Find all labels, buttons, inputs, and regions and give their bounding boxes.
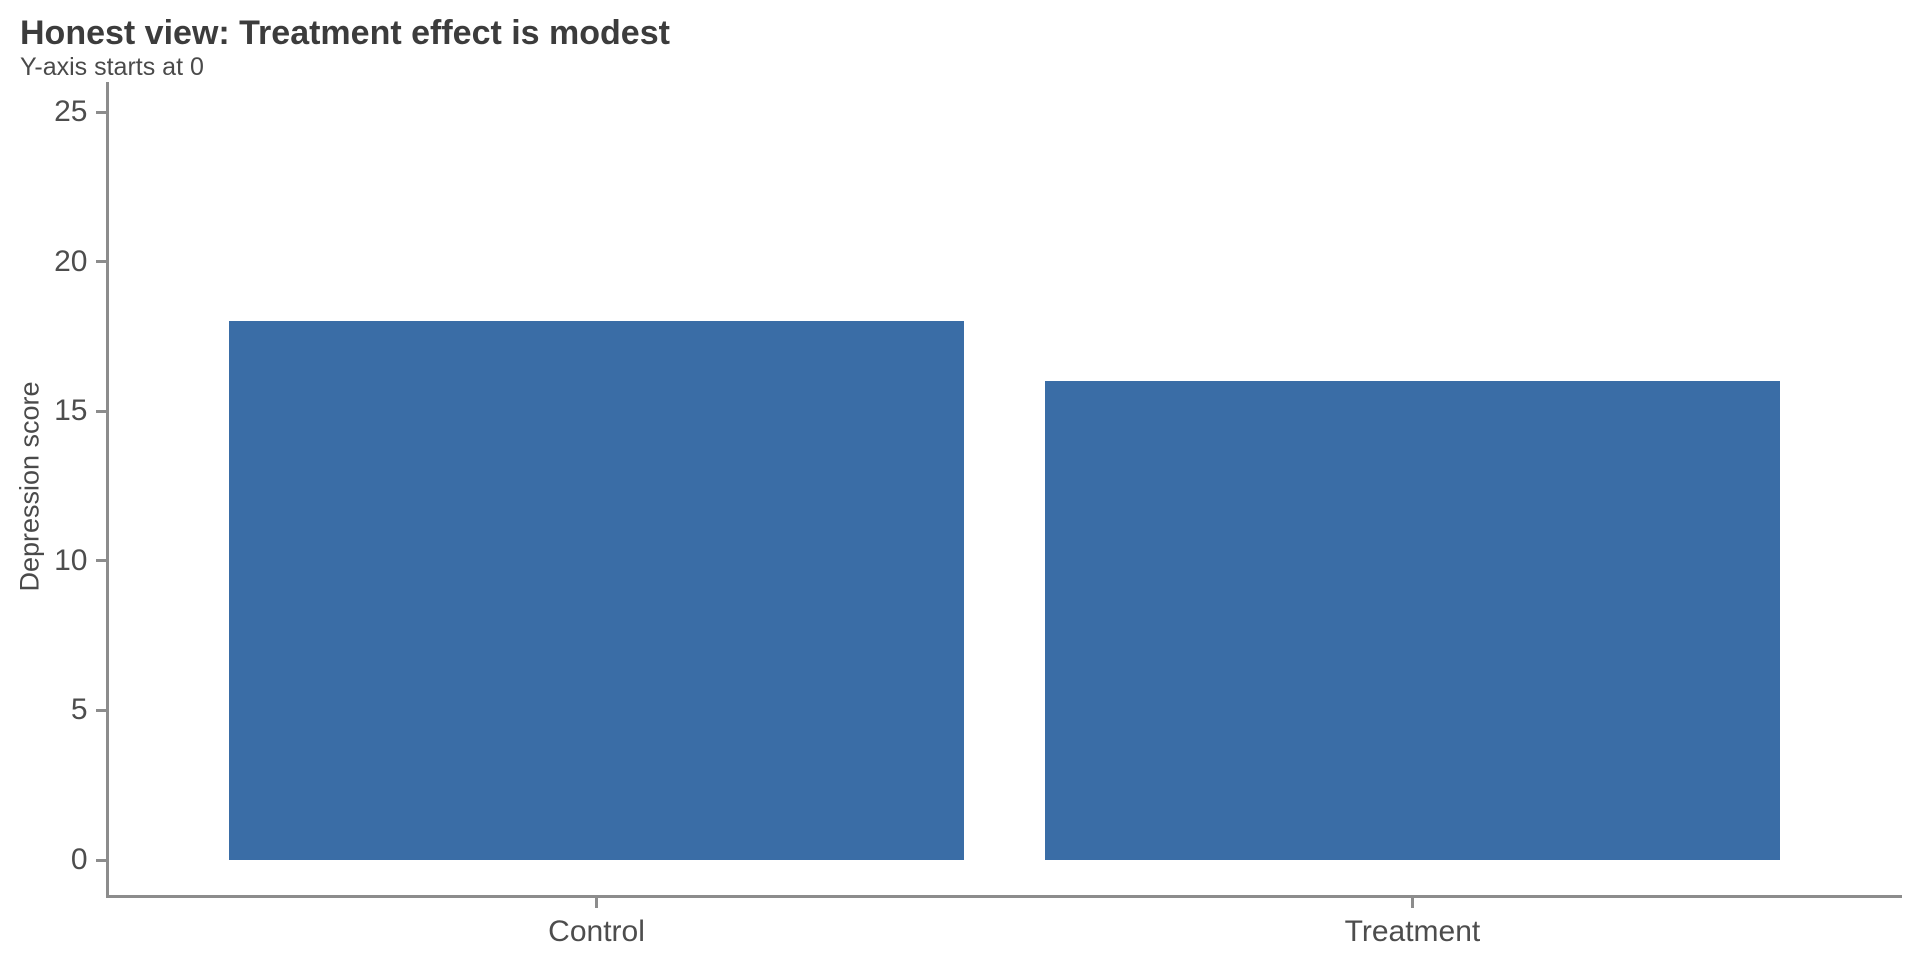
x-tick <box>1410 897 1414 908</box>
y-tick-label: 5 <box>70 693 88 727</box>
chart-title: Honest view: Treatment effect is modest <box>20 14 670 52</box>
y-tick <box>95 559 106 563</box>
bar-control <box>229 321 964 860</box>
y-tick-label: 10 <box>54 543 88 577</box>
x-tick <box>595 897 599 908</box>
y-tick <box>95 110 106 114</box>
chart-subtitle: Y-axis starts at 0 <box>20 53 204 81</box>
y-tick-label: 0 <box>70 843 88 876</box>
x-tick-label: Treatment <box>1344 914 1481 948</box>
x-tick-label: Control <box>548 914 645 948</box>
x-axis-line <box>105 894 1902 898</box>
y-tick <box>95 708 106 712</box>
y-axis-line <box>105 82 109 898</box>
y-tick-label: 25 <box>54 95 88 128</box>
y-tick-label: 20 <box>54 244 88 278</box>
y-tick <box>95 260 106 264</box>
y-tick-label: 15 <box>54 394 88 428</box>
bar-treatment <box>1045 381 1780 860</box>
y-tick <box>95 409 106 413</box>
y-axis-title: Depression score <box>14 381 45 592</box>
y-tick <box>95 858 106 862</box>
